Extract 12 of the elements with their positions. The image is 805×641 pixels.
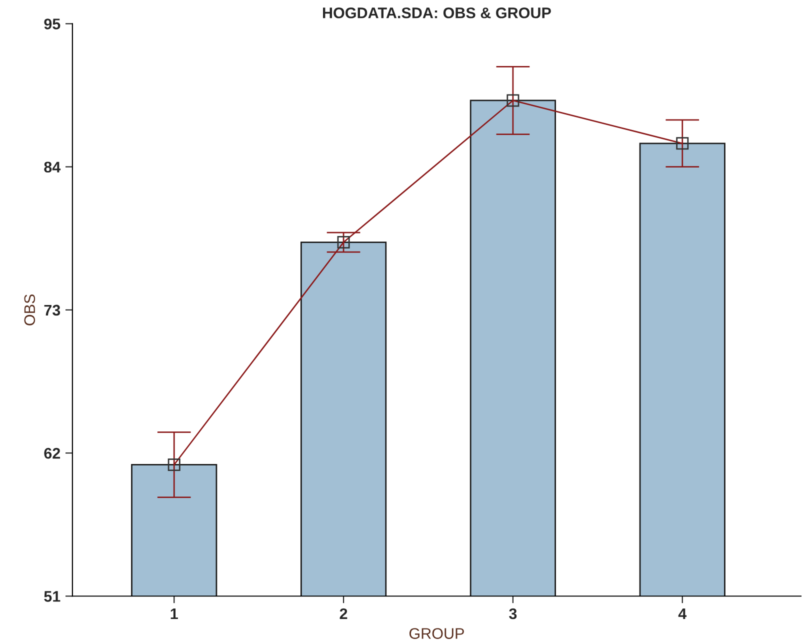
y-tick-label: 51 [44, 591, 60, 602]
y-tick-label: 84 [44, 162, 61, 173]
x-tick-label: 4 [678, 608, 687, 620]
y-tick-label: 73 [44, 304, 60, 316]
x-axis-title: GROUP [409, 628, 464, 639]
y-tick-label: 62 [44, 448, 60, 459]
chart-title: HOGDATA.SDA: OBS & GROUP [323, 7, 551, 18]
x-tick-label: 3 [509, 608, 517, 620]
y-tick-label: 95 [44, 18, 60, 30]
x-tick-label: 1 [170, 608, 178, 620]
x-tick-label: 2 [340, 608, 348, 620]
y-axis-title: OBS [24, 294, 36, 326]
